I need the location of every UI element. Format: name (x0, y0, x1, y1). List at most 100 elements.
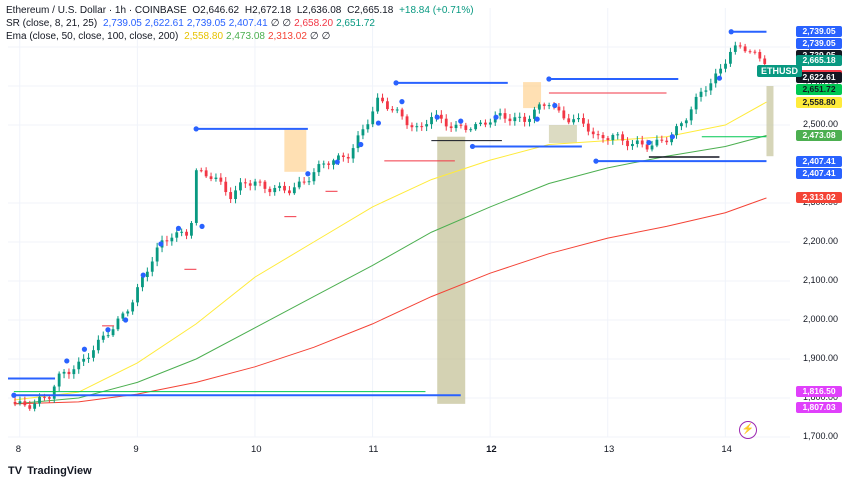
candle-body (591, 131, 595, 135)
pivot-dot (105, 327, 111, 333)
candle-body (631, 143, 634, 147)
candle-body (317, 164, 321, 173)
x-tick-label: 8 (15, 444, 22, 455)
candle-body (508, 118, 512, 122)
candle-body (733, 45, 737, 52)
candle-body (214, 177, 218, 179)
candle-body (72, 369, 76, 375)
price-tag: 2,651.72 (796, 84, 842, 96)
price-tag: 2,665.18 (796, 55, 842, 67)
pivot-dot (646, 139, 652, 146)
symbol-legend: Ethereum / U.S. Dollar · 1h · COINBASE O… (6, 4, 477, 18)
candle-body (390, 109, 394, 111)
ema-value: ∅ (309, 31, 319, 42)
demand-zone (548, 125, 577, 143)
candle-body (675, 126, 678, 136)
candle-body (150, 261, 154, 272)
candle-body (439, 114, 443, 119)
candle-body (116, 318, 120, 330)
candle-body (23, 401, 27, 406)
x-tick-label: 12 (486, 444, 497, 455)
resistance-line-dot (728, 29, 734, 35)
candle-body (351, 148, 355, 159)
candle-body (92, 350, 95, 358)
candle-body (606, 138, 610, 141)
sr-legend[interactable]: SR (close, 8, 21, 25) 2,739.05 2,622.61 2,… (6, 17, 381, 31)
candle-body (33, 403, 37, 409)
candle-body (645, 144, 649, 150)
candle-body (136, 287, 139, 303)
candle-body (67, 371, 71, 375)
candle-body (484, 122, 487, 125)
ema-value: ∅ (321, 31, 331, 42)
y-tick-label: 2,500.00 (803, 119, 839, 129)
price-tag: 2,622.61 (796, 71, 842, 83)
sr-value: ∅ (270, 18, 280, 29)
support-line-dot (11, 392, 17, 398)
resistance-line-dot (393, 80, 399, 86)
candle-body (738, 45, 742, 47)
candle-body (366, 124, 370, 130)
candle-body (650, 145, 654, 150)
supply-zone (523, 82, 542, 109)
candle-body (410, 125, 414, 128)
resistance-line-dot (546, 76, 552, 82)
candle-body (724, 63, 727, 69)
y-tick-label: 2,000.00 (803, 314, 839, 324)
ema-indicator-label: Ema (close, 50, close, 100, close, 200) (6, 31, 179, 42)
candle-body (239, 182, 242, 191)
candle-body (415, 126, 419, 128)
candle-body (704, 90, 708, 92)
candle-body (283, 185, 286, 191)
pivot-dot (399, 99, 405, 105)
lightning-icon[interactable]: ⚡ (739, 421, 757, 439)
candle-body (665, 140, 669, 143)
candle-body (175, 232, 179, 238)
candle-body (62, 371, 66, 374)
candle-body (209, 176, 213, 179)
candle-body (361, 129, 365, 136)
y-tick-label: 2,100.00 (803, 275, 839, 285)
supply-zone (284, 128, 307, 172)
candle-body (346, 156, 350, 159)
candle-body (204, 170, 208, 177)
x-tick-label: 10 (250, 444, 262, 455)
candle-body (322, 163, 326, 165)
candle-body (743, 46, 747, 52)
pivot-dot (158, 241, 164, 247)
sr-value: 2,651.72 (336, 18, 375, 29)
candle-body (170, 237, 174, 242)
candle-body (263, 181, 267, 189)
candle-body (199, 170, 203, 172)
candle-body (180, 231, 184, 233)
pivot-dot (434, 114, 440, 120)
candle-body (111, 329, 115, 336)
candle-body (405, 116, 409, 126)
candle-body (488, 122, 492, 125)
candle-body (38, 396, 41, 404)
candle-body (748, 51, 752, 53)
tradingview-logo[interactable]: TV TradingView (8, 465, 92, 477)
candle-body (253, 181, 257, 186)
y-tick-label: 1,700.00 (803, 431, 839, 441)
symbol-badge: ETHUSD (757, 65, 803, 77)
pivot-dot (458, 118, 464, 124)
candle-body (557, 106, 561, 111)
x-tick-label: 11 (368, 444, 379, 455)
demand-zone (437, 136, 466, 404)
pivot-dot (358, 141, 364, 148)
pivot-dot (140, 272, 146, 278)
candle-body (312, 172, 316, 182)
candle-body (621, 134, 625, 141)
pivot-dot (534, 116, 540, 122)
ema-legend[interactable]: Ema (close, 50, close, 100, close, 200) … (6, 30, 336, 44)
candle-body (52, 386, 56, 399)
candle-body (479, 122, 482, 125)
sr-indicator-label: SR (close, 8, 21, 25) (6, 18, 98, 29)
candle-body (121, 313, 125, 319)
candle-body (302, 181, 306, 183)
y-tick-label: 2,200.00 (803, 236, 839, 246)
support-line-dot (593, 158, 599, 164)
candle-body (131, 302, 135, 312)
